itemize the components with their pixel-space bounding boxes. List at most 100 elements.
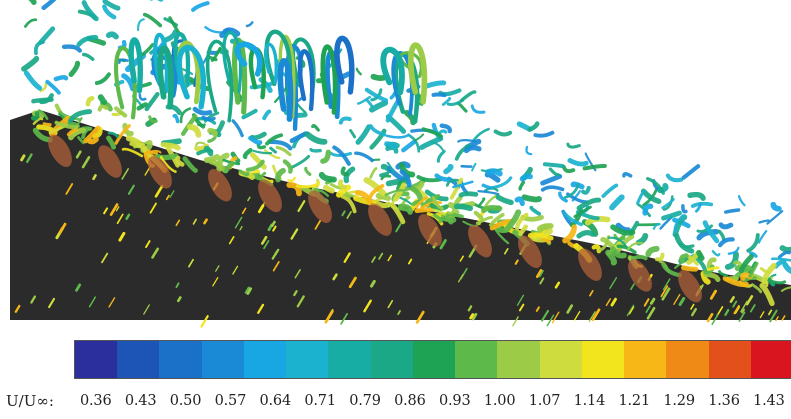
hairpin-vortex xyxy=(263,42,278,85)
colorbar-cell xyxy=(286,341,329,378)
wake-cone xyxy=(368,203,392,236)
surface-streak xyxy=(290,228,299,240)
surface-streak xyxy=(241,207,247,215)
vortex-filament xyxy=(223,161,235,174)
vortex-filament xyxy=(76,35,99,47)
surface-streak xyxy=(101,252,109,264)
vortex-filament xyxy=(475,215,493,225)
surface-streak xyxy=(212,277,219,287)
vortex-filament xyxy=(610,246,627,259)
surface-streak xyxy=(118,231,126,242)
vortex-filament xyxy=(779,245,791,253)
surface-streak xyxy=(566,304,574,314)
vortex-filament xyxy=(477,190,500,196)
vortex-filament xyxy=(562,211,583,227)
surface-streak xyxy=(165,194,170,201)
vortex-filament xyxy=(636,189,646,205)
surface-streak xyxy=(65,183,74,195)
vortex-filament xyxy=(245,21,254,28)
vortex-filament xyxy=(642,203,654,216)
surface-streak xyxy=(200,315,209,328)
vortex-filament xyxy=(527,121,540,132)
wake-cone xyxy=(48,134,72,168)
vortex-filament xyxy=(323,184,335,194)
vortex-filament xyxy=(66,127,79,137)
vortex-filament xyxy=(87,136,99,145)
vortex-filament xyxy=(770,201,782,212)
surface-streak xyxy=(169,190,175,199)
surface-streak xyxy=(745,295,754,306)
vortex-filament xyxy=(514,196,525,207)
vortex-filament xyxy=(540,185,565,192)
vortex-filament xyxy=(443,163,454,175)
vortex-filament xyxy=(724,208,741,214)
colorbar-cell xyxy=(455,341,498,378)
vortex-filament xyxy=(144,92,160,112)
vortex-filament xyxy=(564,183,580,199)
wake-cone xyxy=(258,179,282,213)
vortex-filament xyxy=(125,135,148,153)
vortex-filament xyxy=(23,70,43,91)
vortex-filament xyxy=(473,210,484,220)
surface-streak xyxy=(341,210,346,217)
vortex-filament xyxy=(570,181,585,190)
vortex-structures xyxy=(14,0,791,328)
vortex-filament xyxy=(722,275,749,288)
colorbar-tick-label: 1.29 xyxy=(663,393,695,409)
surface-streak xyxy=(260,235,268,245)
vortex-filament xyxy=(533,130,555,138)
vortex-filament xyxy=(399,169,412,188)
vortex-filament xyxy=(449,177,464,200)
colorbar-tick-label: 1.43 xyxy=(753,393,785,409)
vortex-filament xyxy=(41,0,57,11)
vortex-filament xyxy=(601,183,619,198)
vortex-filament xyxy=(45,79,61,95)
hairpin-vortex xyxy=(153,32,169,94)
surface-streak xyxy=(387,299,394,309)
vortex-filament xyxy=(727,246,740,255)
vortex-filament xyxy=(241,108,258,120)
surface-streak xyxy=(660,285,669,298)
colorbar-cell xyxy=(370,341,413,378)
vortex-filament xyxy=(758,230,768,244)
vortex-filament xyxy=(493,129,513,137)
surface-streak xyxy=(234,216,243,229)
vortex-filament xyxy=(122,122,134,137)
surface-streak xyxy=(591,308,601,321)
vortex-filament xyxy=(521,194,542,203)
vortex-filament xyxy=(353,195,377,206)
vortex-filament xyxy=(338,116,352,125)
colorbar-tick-label: 0.50 xyxy=(169,393,202,409)
colorbar-cell xyxy=(750,341,791,378)
surface-streak xyxy=(706,312,714,323)
vortex-filament xyxy=(431,196,444,211)
surface-streak xyxy=(177,296,182,303)
surface-streak xyxy=(92,174,97,181)
surface-streak xyxy=(673,293,681,305)
vortex-filament xyxy=(562,224,578,244)
hairpin-vortex xyxy=(380,46,405,96)
vortex-filament xyxy=(68,60,81,77)
vortex-filament xyxy=(311,124,320,132)
vortex-filament xyxy=(287,176,296,182)
vortex-filament xyxy=(385,99,400,123)
vortex-filament xyxy=(615,234,635,254)
surface-streak xyxy=(109,203,119,216)
surface-streak xyxy=(244,286,251,294)
surface-streak xyxy=(263,240,270,250)
hairpin-vortex xyxy=(176,44,207,110)
vortex-filament xyxy=(182,156,198,173)
vortex-filament xyxy=(231,119,244,138)
vortex-filament xyxy=(94,72,111,85)
vortex-filament xyxy=(661,210,682,221)
vortex-filament xyxy=(770,257,791,262)
colorbar-tick-label: 0.57 xyxy=(214,393,247,409)
vortex-filament xyxy=(207,135,217,143)
hairpin-vortex xyxy=(297,49,315,112)
vortex-filament xyxy=(91,126,103,139)
vortex-filament xyxy=(706,257,717,269)
vortex-filament xyxy=(662,195,674,211)
vortex-filament xyxy=(82,52,95,61)
vortex-filament xyxy=(248,135,263,146)
surface-streak xyxy=(175,219,181,227)
